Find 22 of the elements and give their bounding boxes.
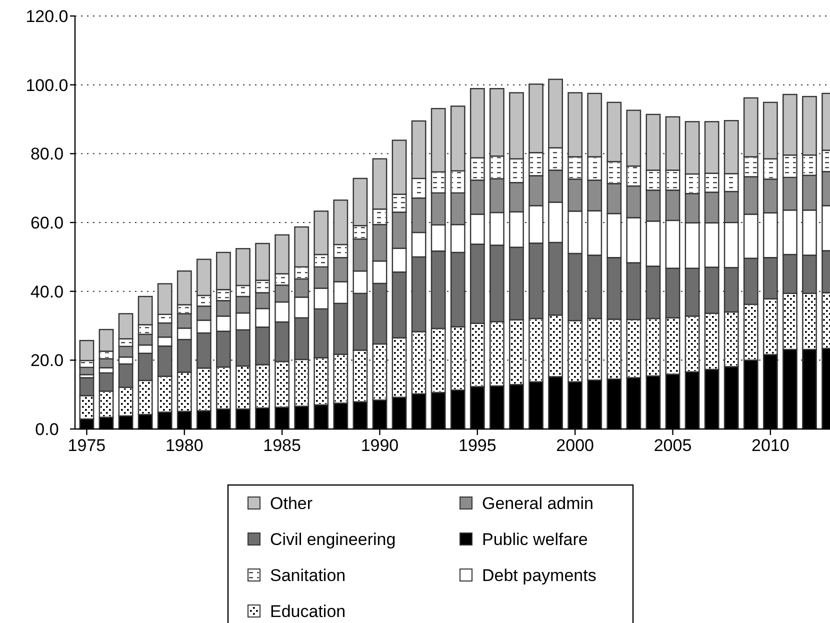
x-tick-label: 1980 [165, 436, 204, 455]
legend-label: Sanitation [270, 566, 346, 585]
y-tick-label: 80.0 [30, 144, 64, 164]
y-tick-label: 0.0 [35, 420, 59, 439]
x-tick-label: 1990 [360, 436, 399, 455]
legend-label: Education [270, 602, 346, 621]
legend-label: Other [270, 494, 313, 513]
legend-label: Debt payments [482, 566, 596, 585]
x-tick-label: 2005 [654, 436, 692, 455]
legend-label: General admin [482, 494, 594, 513]
x-tick-label: 1975 [68, 436, 106, 455]
legend-label: Civil engineering [270, 530, 396, 549]
x-tick-label: 1985 [263, 436, 301, 455]
legend-label: Public welfare [482, 530, 588, 549]
y-tick-label: 120.0 [26, 7, 68, 26]
y-tick-label: 100.0 [26, 76, 68, 95]
y-tick-label: 20.0 [30, 351, 64, 370]
x-tick-label: 2000 [556, 436, 594, 455]
x-tick-label: 2010 [752, 436, 790, 455]
y-tick-label: 60.0 [30, 214, 64, 232]
y-tick-label: 40.0 [30, 282, 64, 302]
x-tick-label: 1995 [458, 436, 496, 455]
